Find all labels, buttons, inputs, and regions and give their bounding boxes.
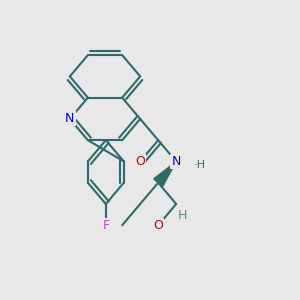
Text: ·H: ·H <box>194 160 206 170</box>
Text: H: H <box>178 209 187 222</box>
Text: N: N <box>172 155 181 168</box>
Text: N: N <box>65 112 74 125</box>
Text: F: F <box>102 219 110 232</box>
Polygon shape <box>154 161 176 187</box>
Text: O: O <box>135 155 145 168</box>
Text: O: O <box>153 219 163 232</box>
